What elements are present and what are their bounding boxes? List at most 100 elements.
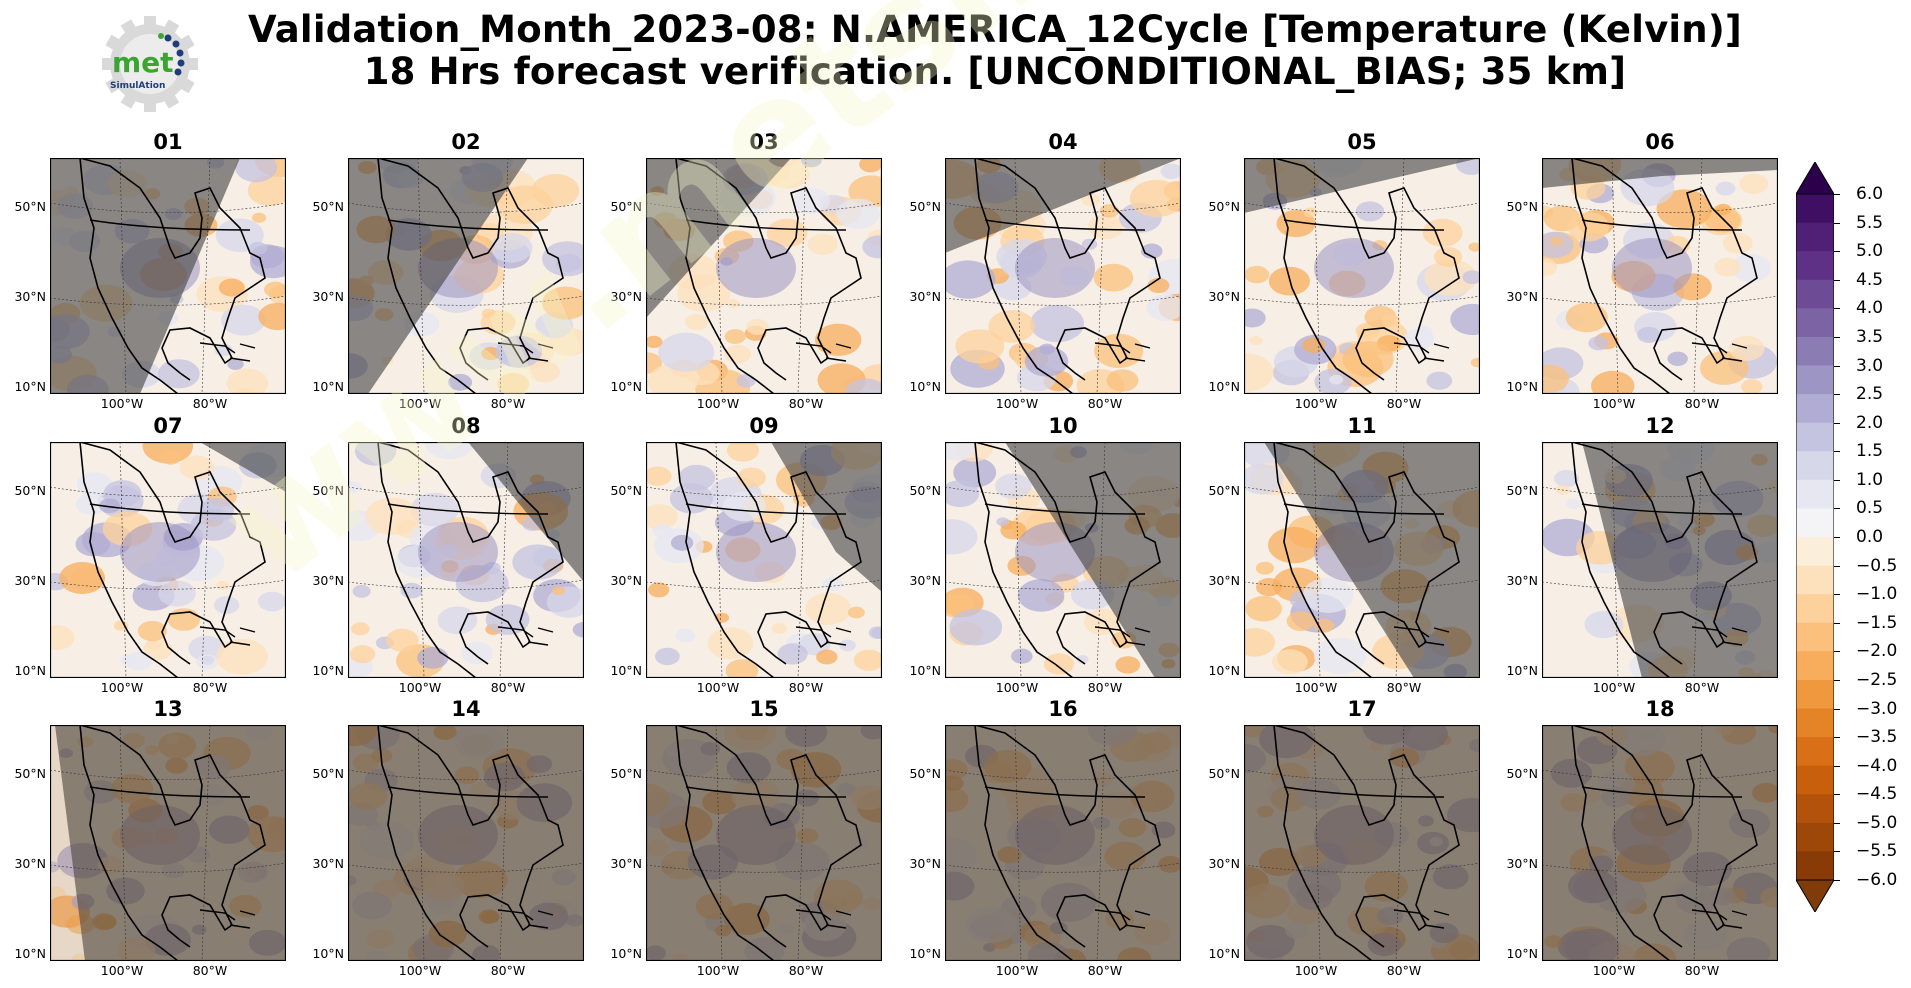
lon-label: 100°W	[1294, 680, 1338, 695]
lat-label: 30°N	[312, 573, 344, 588]
lat-label: 30°N	[909, 856, 941, 871]
lat-label: 10°N	[14, 663, 46, 678]
colorbar-tick	[1834, 737, 1840, 739]
panel-title: 16	[1048, 697, 1078, 721]
lon-label: 80°W	[1386, 963, 1422, 978]
lat-label: 50°N	[1208, 766, 1240, 781]
lon-label: 80°W	[192, 963, 228, 978]
lat-label: 10°N	[1208, 946, 1240, 961]
panel-title: 02	[451, 130, 481, 154]
lon-label: 100°W	[100, 680, 144, 695]
map-panel-07	[50, 442, 286, 678]
colorbar-tick-label: −1.5	[1856, 612, 1898, 633]
lat-label: 30°N	[14, 289, 46, 304]
lon-label: 100°W	[696, 680, 740, 695]
lat-label: 50°N	[1208, 483, 1240, 498]
panel-title: 11	[1347, 414, 1377, 438]
colorbar-tick-label: −0.5	[1856, 555, 1898, 576]
lon-label: 80°W	[1684, 396, 1720, 411]
colorbar-tick-label: −1.0	[1856, 584, 1898, 605]
lat-label: 50°N	[909, 199, 941, 214]
colorbar-tick	[1834, 794, 1840, 796]
colorbar-tick-label: 2.0	[1856, 412, 1884, 433]
chart-title-line2: 18 Hrs forecast verification. [UNCONDITI…	[363, 50, 1627, 93]
lat-label: 30°N	[312, 289, 344, 304]
colorbar-tick	[1834, 765, 1840, 767]
lat-label: 30°N	[312, 856, 344, 871]
lat-label: 10°N	[610, 946, 642, 961]
lat-label: 30°N	[1208, 289, 1240, 304]
lon-label: 100°W	[398, 680, 442, 695]
colorbar-tick-label: −2.5	[1856, 669, 1898, 690]
lat-label: 10°N	[1506, 379, 1538, 394]
colorbar-tick-label: −4.0	[1856, 755, 1898, 776]
lat-label: 10°N	[610, 379, 642, 394]
lat-label: 50°N	[610, 199, 642, 214]
colorbar-tick-label: −5.5	[1856, 841, 1898, 862]
colorbar-tick	[1834, 365, 1840, 367]
lat-label: 10°N	[1506, 946, 1538, 961]
panel-title: 07	[153, 414, 183, 438]
colorbar	[1796, 162, 1834, 912]
lon-label: 100°W	[696, 396, 740, 411]
lat-label: 30°N	[610, 856, 642, 871]
panel-title: 09	[749, 414, 779, 438]
lat-label: 30°N	[1506, 856, 1538, 871]
colorbar-tick-label: 3.0	[1856, 355, 1884, 376]
lat-label: 30°N	[1506, 289, 1538, 304]
lon-label: 80°W	[1087, 963, 1123, 978]
colorbar-tick	[1834, 222, 1840, 224]
lat-label: 30°N	[909, 289, 941, 304]
logo-subtext: SimulAtion	[110, 81, 165, 91]
lon-label: 80°W	[1386, 680, 1422, 695]
lon-label: 100°W	[1592, 680, 1636, 695]
lon-label: 80°W	[1684, 680, 1720, 695]
panel-title: 01	[153, 130, 183, 154]
colorbar-tick	[1834, 708, 1840, 710]
lat-label: 10°N	[610, 663, 642, 678]
colorbar-tick-label: 0.5	[1856, 498, 1884, 519]
lon-label: 100°W	[398, 396, 442, 411]
lat-label: 10°N	[1208, 663, 1240, 678]
panel-title: 12	[1645, 414, 1675, 438]
lon-label: 80°W	[490, 680, 526, 695]
lat-label: 50°N	[1208, 199, 1240, 214]
lat-label: 50°N	[610, 766, 642, 781]
colorbar-tick-label: −3.0	[1856, 698, 1898, 719]
panel-title: 05	[1347, 130, 1377, 154]
lon-label: 80°W	[192, 396, 228, 411]
panel-title: 08	[451, 414, 481, 438]
panel-title: 10	[1048, 414, 1078, 438]
colorbar-tick-label: 1.0	[1856, 469, 1884, 490]
lat-label: 50°N	[909, 766, 941, 781]
colorbar-tick	[1834, 622, 1840, 624]
panel-title: 14	[451, 697, 481, 721]
lat-label: 50°N	[312, 483, 344, 498]
lat-label: 10°N	[909, 946, 941, 961]
lon-label: 100°W	[995, 396, 1039, 411]
lat-label: 10°N	[312, 379, 344, 394]
lat-label: 10°N	[909, 663, 941, 678]
colorbar-tick-label: −6.0	[1856, 870, 1898, 890]
lat-label: 10°N	[14, 379, 46, 394]
lat-label: 10°N	[1506, 663, 1538, 678]
colorbar-tick	[1834, 251, 1840, 253]
map-panel-06	[1542, 158, 1778, 394]
met-simulation-logo: met SimulAtion	[102, 16, 198, 112]
colorbar-tick	[1834, 394, 1840, 396]
map-panel-11	[1244, 442, 1480, 678]
lon-label: 100°W	[100, 396, 144, 411]
colorbar-tick-label: 4.5	[1856, 269, 1884, 290]
lon-label: 80°W	[192, 680, 228, 695]
colorbar-tick	[1834, 336, 1840, 338]
lon-label: 100°W	[1294, 963, 1338, 978]
colorbar-tick	[1834, 679, 1840, 681]
panel-title: 15	[749, 697, 779, 721]
colorbar-tick	[1834, 451, 1840, 453]
lat-label: 10°N	[312, 663, 344, 678]
lat-label: 50°N	[909, 483, 941, 498]
colorbar-tick-label: 6.0	[1856, 184, 1884, 204]
colorbar-tick-label: −3.5	[1856, 727, 1898, 748]
colorbar-tick	[1834, 851, 1840, 853]
lon-label: 100°W	[696, 963, 740, 978]
